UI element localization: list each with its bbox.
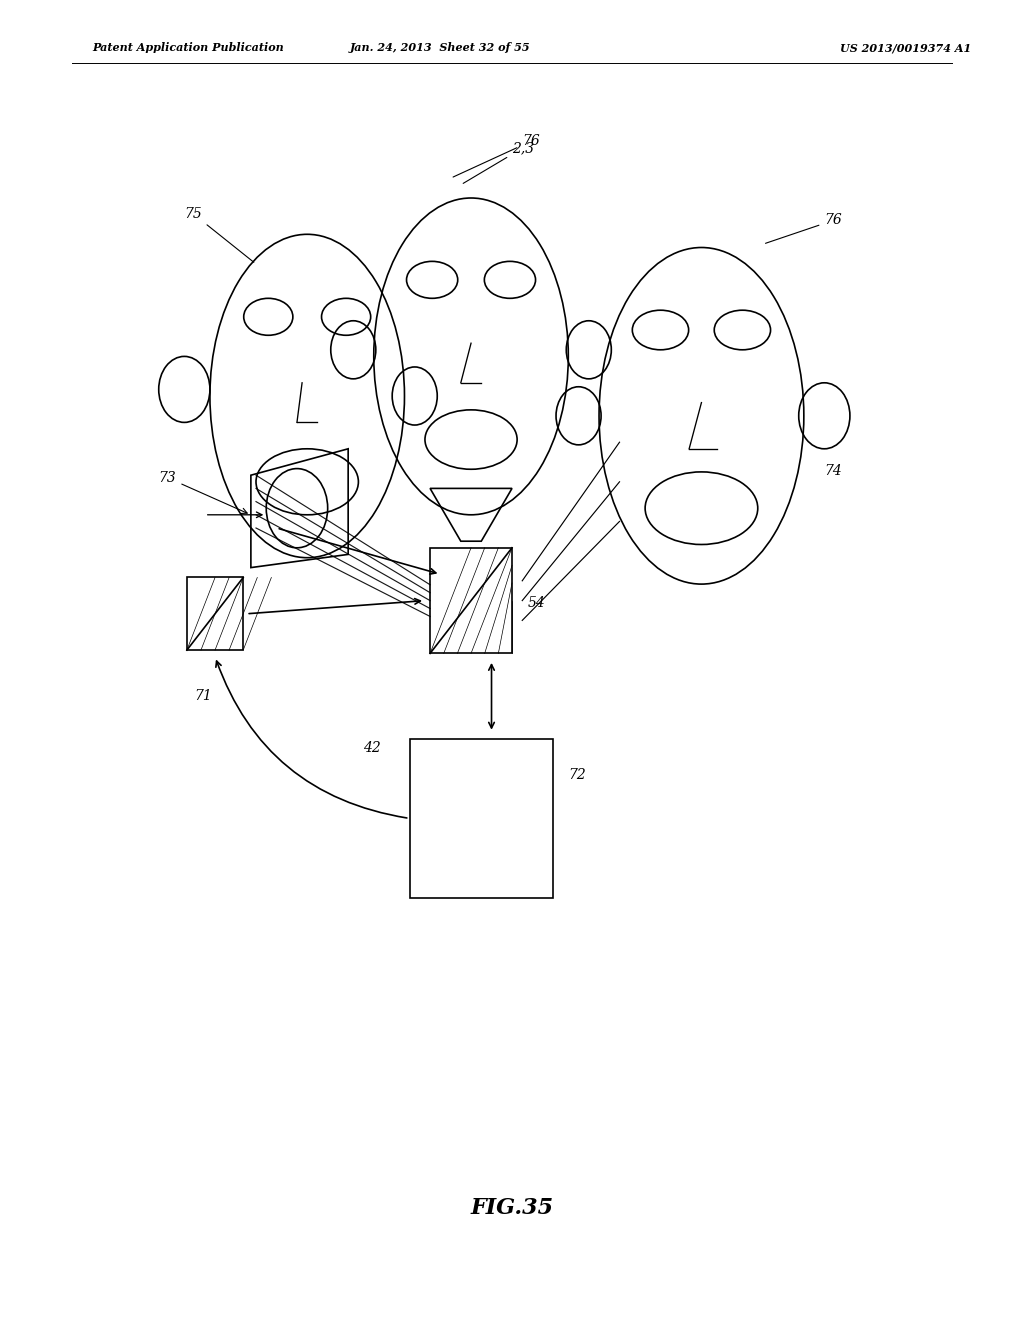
Bar <box>430 548 512 653</box>
Text: 71: 71 <box>195 689 212 702</box>
Text: 76: 76 <box>453 135 540 177</box>
Text: 76: 76 <box>766 214 842 243</box>
Text: Patent Application Publication: Patent Application Publication <box>92 42 284 53</box>
Bar <box>410 739 553 898</box>
Text: 2,3: 2,3 <box>463 141 535 183</box>
Text: 75: 75 <box>184 207 254 263</box>
Text: 73: 73 <box>159 471 247 513</box>
Bar <box>186 577 244 649</box>
Text: 74: 74 <box>824 465 842 478</box>
Text: FIG.35: FIG.35 <box>470 1197 554 1218</box>
Text: 54: 54 <box>527 597 545 610</box>
Text: Jan. 24, 2013  Sheet 32 of 55: Jan. 24, 2013 Sheet 32 of 55 <box>350 42 530 53</box>
Text: 72: 72 <box>568 768 586 781</box>
Text: US 2013/0019374 A1: US 2013/0019374 A1 <box>840 42 971 53</box>
Text: 42: 42 <box>364 742 381 755</box>
